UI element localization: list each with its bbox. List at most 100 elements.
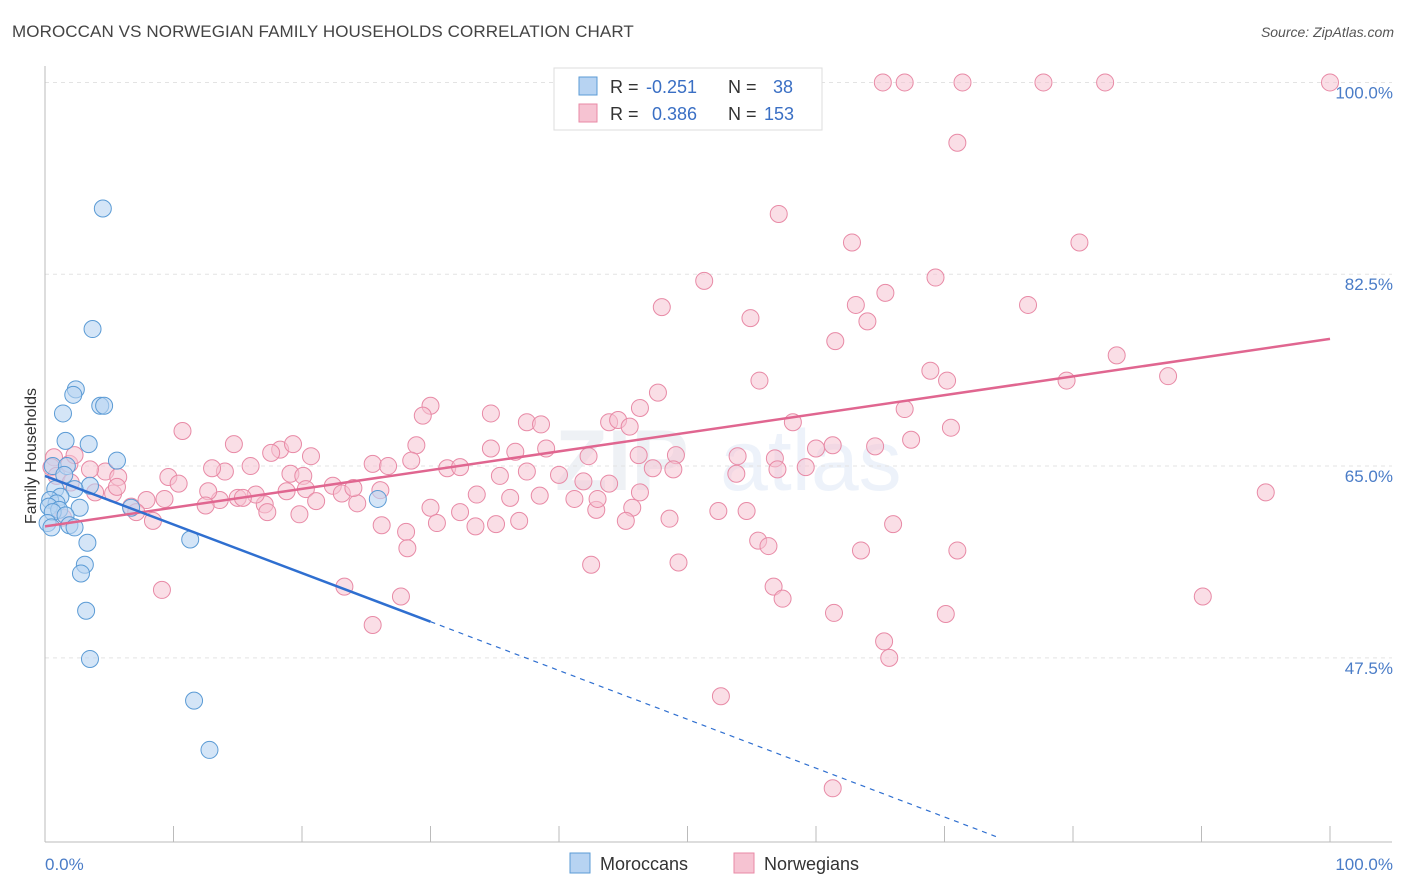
legend-swatch-moroccans [578,76,598,96]
norwegian-point [363,615,382,634]
norwegian-point [173,421,192,440]
y-tick-label: 65.0% [1345,467,1393,486]
norwegian-point [858,312,877,331]
norwegian-point [1159,367,1178,386]
norwegian-point [481,439,500,458]
moroccan-point [80,649,99,668]
norwegian-point [501,488,520,507]
norwegian-point [421,498,440,517]
x-tick-labels: 0.0% 100.0% [45,855,1393,874]
norwegian-point [842,233,861,252]
moroccan-point [42,518,61,537]
norwegian-point [926,268,945,287]
moroccans-trend-line [44,474,431,623]
norwegian-point [884,515,903,534]
axes [44,66,1392,843]
norwegian-point [750,371,769,390]
moroccan-point [368,489,387,508]
bottom-legend-swatch-moroccans [569,852,591,874]
norwegian-point [643,459,662,478]
moroccan-point [83,320,102,339]
moroccan-point [71,564,90,583]
norwegian-point [258,503,277,522]
bottom-legend-swatch-norwegians [733,852,755,874]
norwegian-point [1057,371,1076,390]
norwegian-point [873,73,892,92]
norwegian-point [846,295,865,314]
norwegian-point [695,271,714,290]
norwegian-point [807,439,825,458]
norwegian-point [467,485,486,504]
norwegian-point [398,539,417,558]
norwegian-point [1193,587,1212,606]
norwegian-point [481,404,500,423]
norwegian-point [413,406,432,425]
norwegian-point [155,489,174,508]
norwegian-point [902,430,921,449]
y-tick-label: 100.0% [1335,83,1393,102]
norwegian-point [941,418,960,437]
norwegian-point [629,446,648,465]
legend-n-label-2: N = [728,104,757,124]
norwegian-point [262,443,281,462]
norwegian-point [630,483,649,502]
norwegian-point [224,435,243,454]
correlation-legend: R = -0.251 N = 38 R = 0.386 N = 153 [553,67,823,131]
bottom-legend-norwegians: Norwegians [764,854,859,874]
norwegian-point [344,478,363,497]
norwegian-point [363,454,382,473]
norwegian-point [550,465,568,484]
norwegian-point [284,435,303,454]
norwegian-point [565,489,584,508]
norwegian-point [826,332,845,351]
norwegian-point [203,459,222,478]
norwegian-point [648,383,667,402]
norwegian-point [741,309,760,328]
norwegian-point [152,580,171,599]
moroccan-point [95,396,114,415]
bottom-legend-moroccans: Moroccans [600,854,688,874]
norwegian-point [397,522,416,541]
norwegian-point [796,458,815,477]
norwegian-point [737,501,756,520]
norwegian-point [1256,483,1275,502]
norwegian-point [487,515,506,534]
norwegian-point [530,486,549,505]
legend-r-value-2: 0.386 [652,104,697,124]
norwegian-point [169,474,188,493]
legend-n-label-1: N = [728,77,757,97]
legend-n-value-1: 38 [773,77,793,97]
norwegian-point [466,517,485,536]
norwegian-point [301,447,320,466]
norwegian-point [824,603,843,622]
norwegian-point [711,687,730,706]
norwegian-point [669,553,688,572]
norwegian-point [769,204,788,223]
norwegian-point [630,398,649,417]
moroccan-point [79,435,98,454]
moroccan-point [78,533,97,552]
norwegian-point [948,541,967,560]
norwegian-point [921,361,940,380]
y-tick-labels: 47.5% 65.0% 82.5% 100.0% [1335,83,1393,677]
norwegian-point [660,509,679,528]
norwegian-point [348,494,367,513]
norwegian-point [510,511,529,530]
norwegian-point [241,457,260,476]
norwegian-point [391,587,410,606]
moroccans-points [38,199,387,759]
norwegians-points [42,73,1339,798]
series-legend: Moroccans Norwegians [569,852,859,874]
legend-swatch-norwegians [578,103,598,123]
moroccans-trend-extension [430,621,997,838]
norwegian-point [427,514,446,533]
norwegians-trend-line [44,337,1331,528]
norwegian-point [936,605,955,624]
norwegian-point [517,462,536,481]
norwegian-point [880,648,899,667]
norwegian-point [579,447,598,466]
norwegian-point [1019,295,1038,314]
norwegian-point [402,451,421,470]
norwegian-point [290,505,309,524]
